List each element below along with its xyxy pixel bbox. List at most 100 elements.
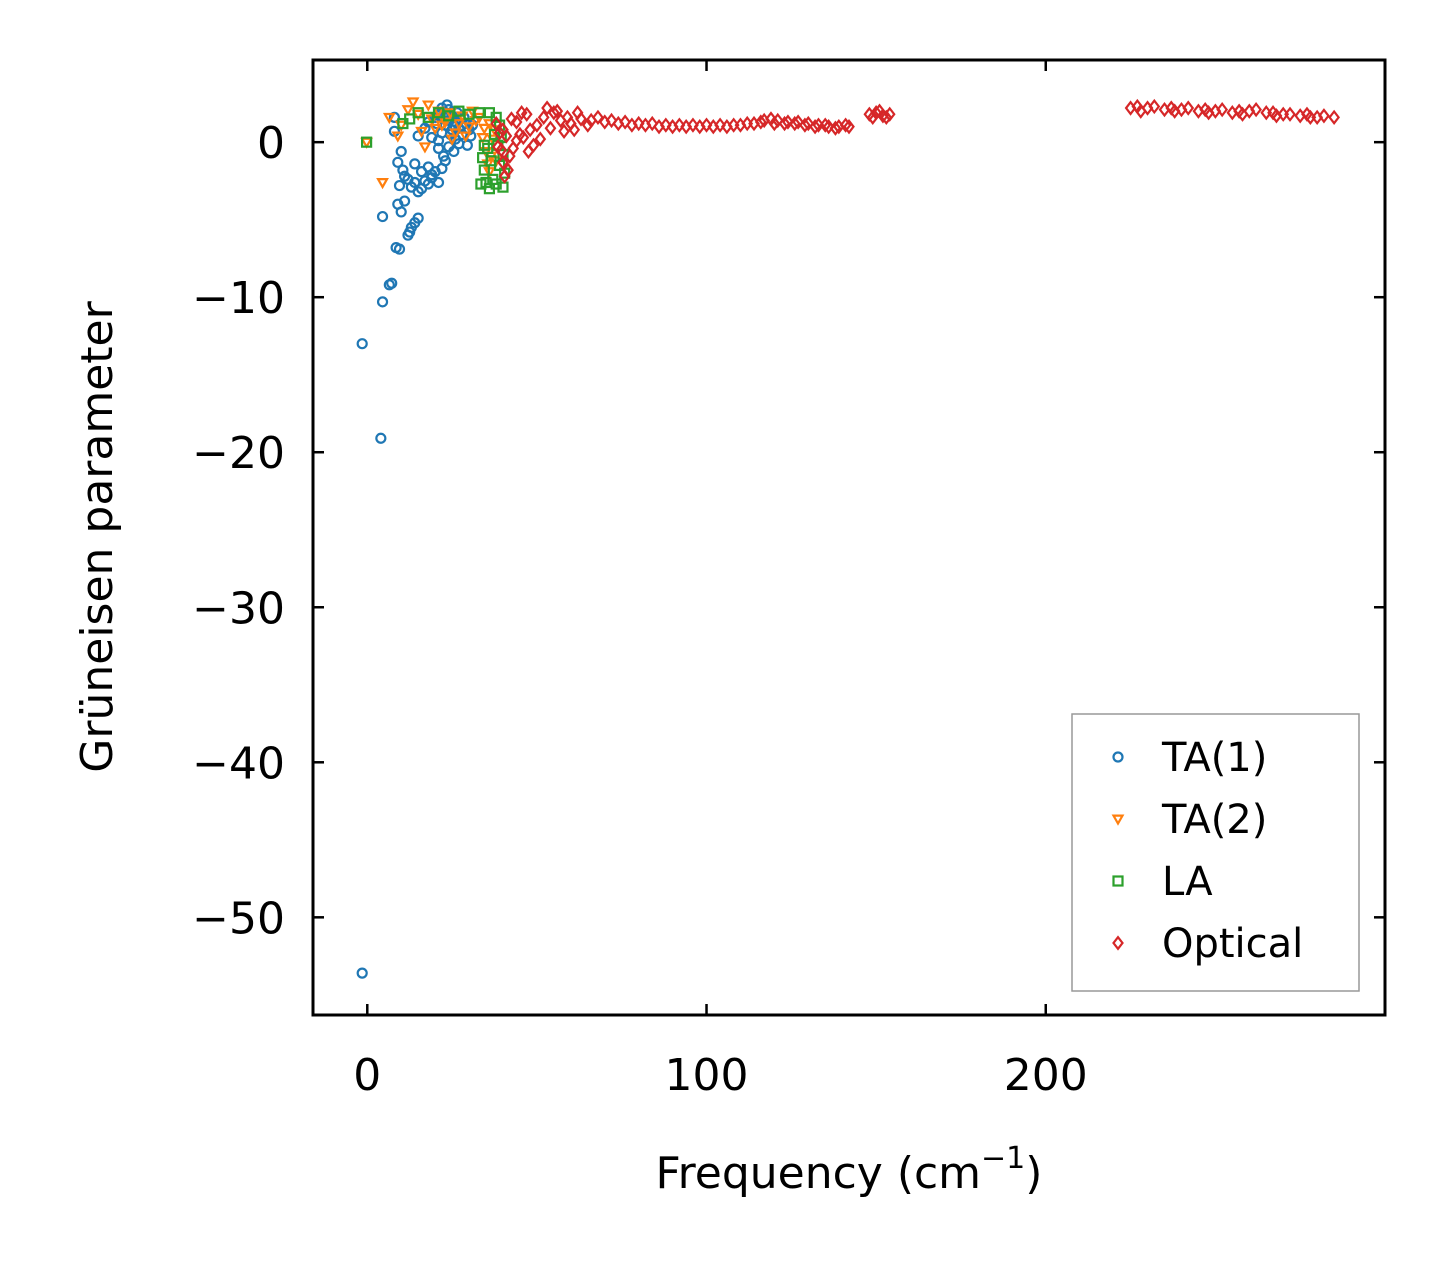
series-ta-1 bbox=[356, 99, 479, 979]
data-point bbox=[476, 133, 490, 145]
data-point bbox=[534, 131, 547, 147]
data-point bbox=[700, 117, 713, 133]
data-point bbox=[1318, 108, 1330, 124]
data-point bbox=[1168, 103, 1181, 119]
data-point bbox=[1216, 101, 1229, 118]
data-point bbox=[478, 164, 490, 176]
data-point bbox=[778, 115, 791, 132]
data-point bbox=[497, 154, 509, 170]
series-la bbox=[361, 105, 511, 195]
plot-frame bbox=[311, 58, 1387, 1017]
data-point bbox=[461, 139, 473, 151]
data-point bbox=[792, 114, 805, 130]
data-point bbox=[1236, 106, 1249, 122]
data-point bbox=[782, 114, 794, 130]
data-point bbox=[632, 115, 645, 132]
data-point bbox=[426, 169, 438, 181]
data-point bbox=[541, 100, 553, 116]
data-point bbox=[376, 296, 389, 308]
y-tick-label: −30 bbox=[192, 583, 285, 634]
data-point bbox=[517, 129, 530, 146]
y-tick-label: −40 bbox=[192, 738, 285, 789]
data-point bbox=[495, 142, 508, 158]
data-point bbox=[360, 137, 373, 149]
data-point bbox=[449, 128, 462, 140]
data-point bbox=[463, 108, 475, 120]
data-point bbox=[515, 105, 528, 121]
data-point bbox=[485, 155, 497, 167]
data-point bbox=[393, 179, 406, 192]
legend-entry: LA bbox=[1112, 859, 1213, 905]
data-point bbox=[421, 100, 435, 112]
data-point bbox=[382, 112, 396, 125]
data-point bbox=[409, 158, 421, 170]
data-point bbox=[1182, 100, 1195, 116]
legend-entries: TA(1) TA(2) LA Optical bbox=[1111, 735, 1303, 967]
legend-marker bbox=[1112, 751, 1124, 763]
data-point bbox=[418, 142, 432, 154]
series-layer bbox=[356, 97, 1341, 979]
legend-marker bbox=[1112, 935, 1124, 951]
data-point bbox=[452, 119, 466, 131]
x-axis-label: Frequency (cm−1) bbox=[656, 1141, 1043, 1199]
data-point bbox=[435, 120, 449, 132]
data-point bbox=[531, 117, 543, 133]
data-point bbox=[1328, 109, 1341, 126]
data-point bbox=[465, 130, 477, 142]
data-point bbox=[411, 109, 425, 121]
data-point bbox=[477, 123, 491, 135]
data-point bbox=[547, 105, 560, 121]
legend-label: TA(2) bbox=[1161, 797, 1267, 843]
data-point bbox=[561, 109, 574, 126]
legend-marker bbox=[1111, 814, 1125, 826]
data-point bbox=[448, 145, 460, 158]
data-point bbox=[432, 107, 445, 119]
data-point bbox=[1202, 105, 1215, 121]
data-point bbox=[510, 114, 523, 130]
data-point bbox=[404, 113, 416, 125]
data-point bbox=[819, 117, 832, 133]
data-point bbox=[809, 119, 821, 135]
data-point bbox=[397, 164, 409, 176]
data-point bbox=[754, 114, 767, 130]
data-point bbox=[395, 206, 407, 218]
data-point bbox=[788, 115, 801, 132]
data-point bbox=[491, 139, 504, 155]
data-point bbox=[488, 128, 501, 141]
data-point bbox=[438, 150, 450, 162]
data-point bbox=[493, 125, 506, 141]
data-point bbox=[490, 111, 502, 123]
data-point bbox=[395, 145, 407, 158]
data-point bbox=[619, 114, 631, 130]
data-point bbox=[1284, 106, 1296, 122]
y-tick-label: −10 bbox=[192, 273, 285, 324]
data-point bbox=[406, 97, 420, 109]
data-point bbox=[393, 243, 406, 255]
data-point bbox=[1270, 108, 1283, 124]
data-point bbox=[376, 178, 389, 190]
data-point bbox=[388, 111, 401, 123]
data-point bbox=[522, 143, 535, 160]
data-point bbox=[687, 117, 699, 133]
data-point bbox=[386, 277, 398, 289]
x-axis-label-main: Frequency (cm bbox=[656, 1148, 982, 1199]
data-point bbox=[478, 139, 490, 151]
x-axis-label-superscript: −1 bbox=[981, 1141, 1025, 1176]
legend: TA(1) TA(2) LA Optical bbox=[1071, 713, 1360, 992]
data-point bbox=[741, 115, 754, 132]
data-point bbox=[482, 142, 494, 154]
data-point bbox=[425, 114, 439, 126]
x-axis-label-close: ) bbox=[1025, 1148, 1042, 1199]
data-point bbox=[646, 115, 659, 132]
data-point bbox=[558, 123, 570, 139]
data-point bbox=[412, 212, 424, 224]
data-point bbox=[473, 107, 485, 119]
data-point bbox=[1304, 109, 1317, 126]
data-point bbox=[490, 178, 502, 190]
data-point bbox=[520, 106, 533, 122]
data-point bbox=[829, 120, 842, 136]
series-optical bbox=[490, 98, 1341, 184]
data-point bbox=[659, 117, 672, 133]
data-point bbox=[714, 117, 726, 133]
